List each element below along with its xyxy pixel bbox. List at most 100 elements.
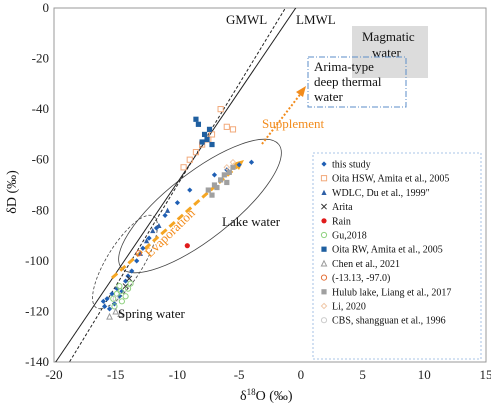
data-point-series-1 [229,126,237,133]
data-point-series-0 [104,296,110,302]
data-point-series-3 [126,275,133,282]
data-point-series-7 [117,310,125,318]
x-tick-labels: -20 -15 -10 -5 0 5 10 15 [45,367,491,382]
legend-label: Gu,2018 [332,231,367,242]
data-point-series-1 [217,106,224,113]
data-point-series-5 [124,285,132,292]
data-point-series-0 [129,268,135,274]
legend-label: CBS, shangguan et al., 1996 [332,316,446,327]
arima-label-1: Arima-type [314,59,374,74]
data-point-series-9 [224,179,230,186]
legend-label: (-13.13, -97.0) [332,273,390,284]
data-point-series-0 [114,286,120,292]
legend-label: Rain [332,216,351,227]
data-point-series-0 [106,306,113,312]
x-tick-label: 15 [480,367,491,382]
data-point-series-9 [221,172,227,178]
data-point-series-0 [100,298,106,304]
legend-marker [321,246,327,252]
data-point-series-4 [184,243,190,249]
legend-label: WDLC, Du et al., 1999" [332,188,430,199]
y-axis-label: δD (‰) [5,170,20,214]
data-point-series-6 [199,139,205,145]
x-axis-label: δ18O (‰) [240,387,293,404]
data-point-series-7 [112,307,120,315]
data-point-series-9 [230,164,236,170]
y-tick-label: -60 [32,152,49,167]
x-tick-label: -20 [45,367,62,382]
data-point-series-2 [143,238,150,244]
data-point-series-6 [193,116,199,122]
data-point-series-2 [156,222,162,229]
legend-label: Hulub lake, Liang et al., 2017 [332,287,451,298]
legend-marker [320,259,328,267]
data-point-series-2 [164,207,171,213]
data-point-series-6 [195,121,202,127]
y-tick-label: -40 [32,101,49,116]
data-point-series-9 [214,184,220,191]
arima-label-2: deep thermal [314,74,382,89]
y-tick-labels: 0 -20 -40 -60 -80 -100 -120 -140 [25,0,49,369]
data-point-series-5 [111,303,118,310]
supplement-label: Supplement [262,116,324,131]
magmatic-water-box [352,26,428,78]
data-point-series-5 [110,295,117,302]
data-point-series-2 [137,250,143,256]
gmwl-label: GMWL [226,12,267,27]
data-point-series-0 [248,159,255,165]
data-point-series-1 [223,123,230,130]
y-tick-label: 0 [43,0,50,15]
x-tick-label: -10 [169,367,186,382]
data-point-series-6 [201,131,208,138]
legend-marker [321,289,327,295]
data-point-series-3 [122,283,129,290]
legend-box [312,152,482,360]
legend-marker [320,175,328,182]
x-tick-label: -15 [107,367,124,382]
legend: this study Oita HSW, Amita et al., 2005 WD… [320,160,451,327]
data-point-series-5 [118,298,125,305]
magmatic-label-1: Magmatic [362,29,415,44]
legend-marker [320,317,328,324]
legend-marker [320,302,328,310]
legend-marker [321,189,327,195]
supplement-arrowhead [296,86,306,97]
data-point-series-0 [102,303,108,309]
legend-label: this study [332,160,371,171]
data-point-series-9 [205,187,211,193]
data-point-series-10 [229,158,237,166]
legend-marker [321,218,327,224]
x-tick-label: 5 [359,367,366,382]
data-point-series-7 [106,312,113,320]
data-point-series-1 [180,164,187,171]
data-point-series-10 [223,163,231,171]
data-point-series-0 [109,291,115,297]
y-tick-label: -140 [25,354,49,369]
points-layer [100,106,255,320]
legend-label: Li, 2020 [332,302,366,313]
data-point-series-5 [116,283,123,290]
data-point-series-6 [209,141,215,148]
data-point-series-0 [187,187,193,193]
data-point-series-9 [226,169,232,175]
data-point-series-0 [122,278,129,284]
data-point-series-0 [140,245,146,251]
legend-label: Oita HSW, Amita et al., 2005 [332,174,449,185]
arima-box [307,56,407,108]
arima-label-3: water [314,89,344,104]
data-point-series-6 [204,136,210,143]
data-point-series-0 [162,212,168,218]
data-point-series-6 [206,126,213,132]
legend-marker [320,231,328,239]
data-point-series-2 [150,227,156,234]
legend-label: Arita [332,202,353,213]
data-point-series-5 [122,293,129,300]
x-tick-label: 0 [298,367,305,382]
evaporation-arrow [111,162,241,280]
data-point-series-1 [186,156,193,163]
lmwl-label: LMWL [296,12,336,27]
lake-water-label: Lake water [222,214,281,229]
x-tick-label: 10 [418,367,431,382]
